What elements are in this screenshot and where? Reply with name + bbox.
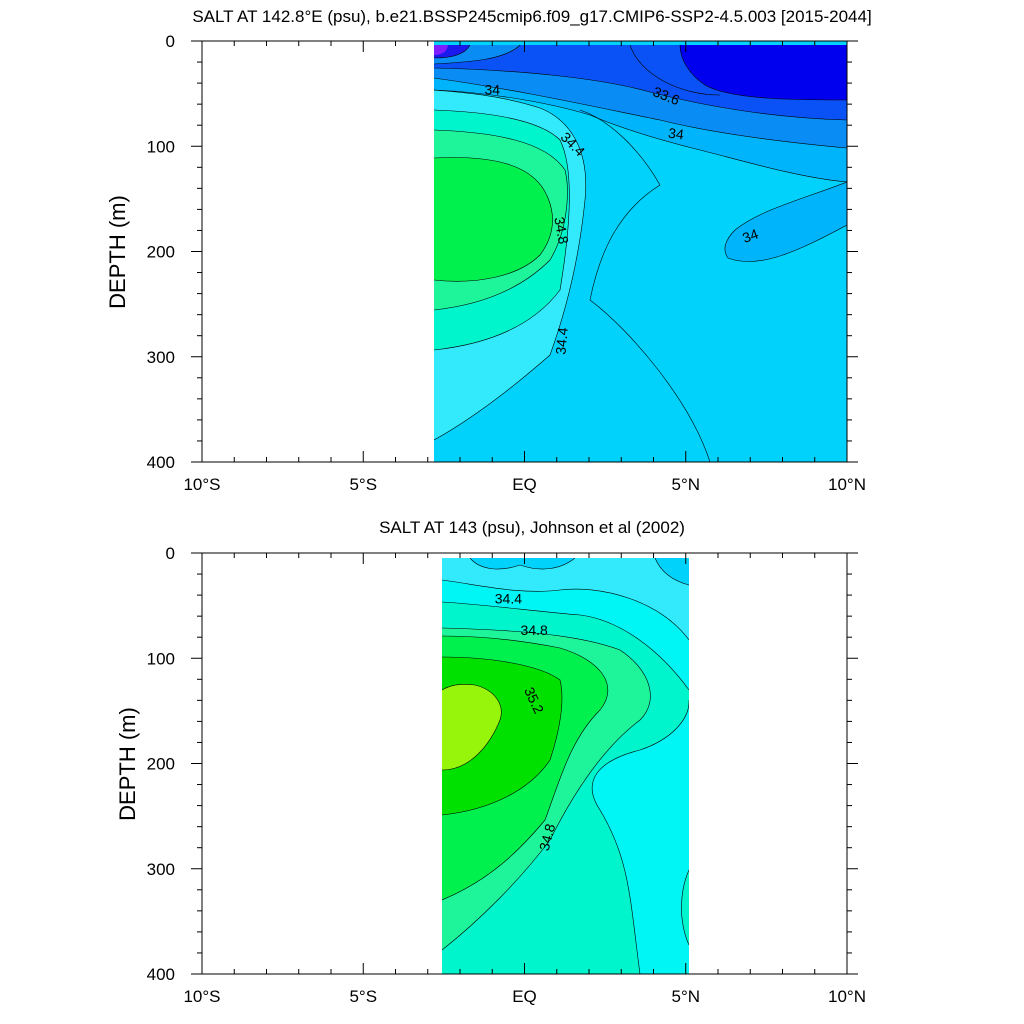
top-y-axis-label: DEPTH (m) [105,195,130,309]
top-x-tick-label: 5°N [671,475,700,494]
top-x-tick-label: 10°S [183,475,220,494]
top-contour-label: 34.8 [551,216,572,246]
top-salinity-fill [434,41,847,462]
bottom-y-axis-label: DEPTH (m) [115,707,140,821]
bottom-panel: SALT AT 143 (psu), Johnson et al (2002) … [115,518,866,1006]
top-contour-label: 34 [667,125,685,143]
bottom-band-34.2-ne [655,558,689,585]
top-band-33.0 [434,45,448,55]
top-band-35.0 [434,157,553,282]
bottom-x-axis: 10°S 5°S EQ 5°N 10°N [183,553,866,1006]
bottom-contour-label: 34.8 [521,622,548,638]
top-x-tick-label: EQ [512,475,537,494]
top-x-axis: 10°S 5°S EQ 5°N 10°N [183,41,866,494]
bottom-band-35.6 [442,684,502,770]
top-y-axis: 0 100 200 300 400 [147,32,858,472]
top-y-tick-label: 200 [147,243,175,262]
bottom-y-axis: 0 100 200 300 400 [147,544,858,984]
bottom-y-tick-label: 200 [147,755,175,774]
bottom-x-tick-label: 5°S [349,987,377,1006]
top-x-tick-label: 5°S [349,475,377,494]
bottom-band-34.4 [442,558,689,640]
top-contour-label: 34 [740,225,760,245]
bottom-title: SALT AT 143 (psu), Johnson et al (2002) [379,518,685,537]
top-band-34.0-patch [724,182,847,262]
bottom-y-tick-label: 400 [147,965,175,984]
bottom-contour-label: 34.4 [495,590,522,606]
bottom-x-tick-label: 10°N [828,987,866,1006]
top-contour-label: 34.4 [552,326,570,355]
top-band-33.4 [680,45,847,100]
top-y-tick-label: 100 [147,137,175,156]
top-contour-lines [434,44,847,462]
top-title: SALT AT 142.8°E (psu), b.e21.BSSP245cmip… [192,7,871,26]
top-x-tick-label: 10°N [828,475,866,494]
bottom-y-tick-label: 0 [166,544,175,563]
bottom-salinity-fill [442,558,689,974]
top-panel: SALT AT 142.8°E (psu), b.e21.BSSP245cmip… [105,7,872,494]
top-y-tick-label: 300 [147,348,175,367]
bottom-band-34.2 [470,558,575,570]
bottom-y-tick-label: 300 [147,860,175,879]
bottom-x-tick-label: EQ [512,987,537,1006]
bottom-x-tick-label: 5°N [671,987,700,1006]
bottom-contour-label: 34.8 [536,822,559,853]
top-contour-label: 34 [484,81,500,97]
bottom-y-tick-label: 100 [147,649,175,668]
bottom-x-tick-label: 10°S [183,987,220,1006]
bottom-contour-lines [442,558,689,974]
top-y-tick-label: 0 [166,32,175,51]
top-y-tick-label: 400 [147,453,175,472]
